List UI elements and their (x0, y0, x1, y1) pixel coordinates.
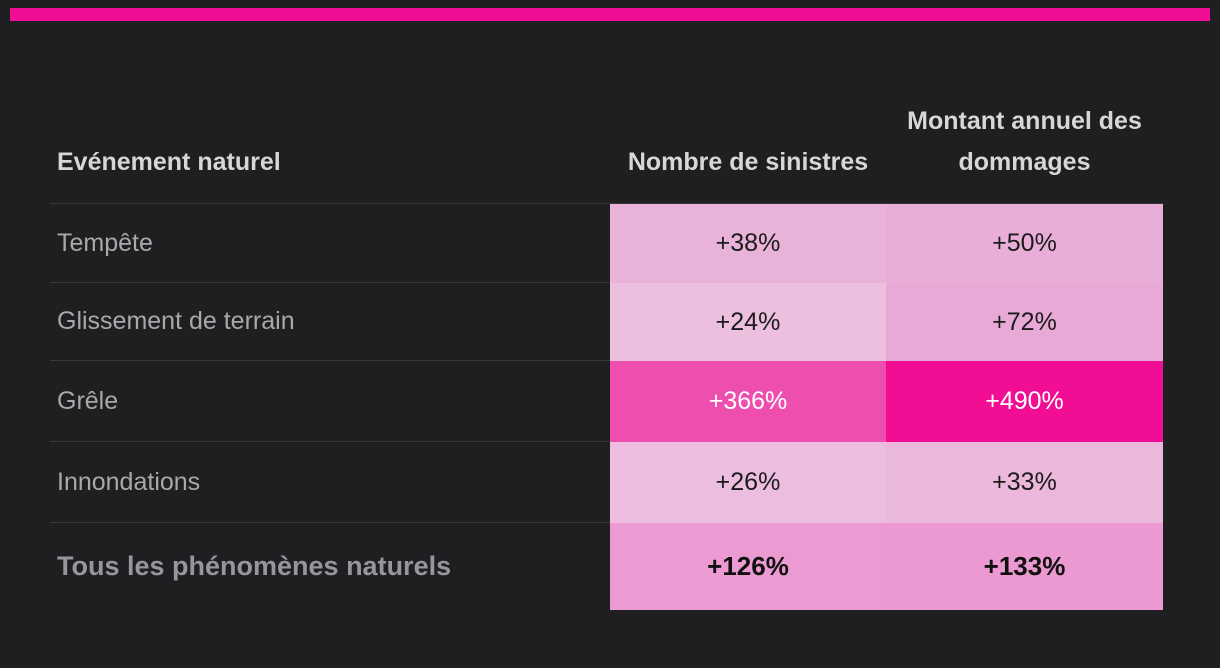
cell-innondations-sinistres: +26% (610, 442, 886, 523)
cell-innondations-dommages: +33% (886, 442, 1163, 523)
cell-total-dommages: +133% (886, 523, 1163, 610)
cell-tempete-sinistres: +38% (610, 204, 886, 283)
cell-total-sinistres: +126% (610, 523, 886, 610)
cell-grele-sinistres: +366% (610, 361, 886, 442)
row-label-grele: Grêle (50, 361, 610, 442)
row-label-glissement: Glissement de terrain (50, 283, 610, 361)
accent-bar (10, 8, 1210, 21)
cell-grele-dommages: +490% (886, 361, 1163, 442)
column-header-sinistres: Nombre de sinistres (610, 40, 886, 204)
row-label-innondations: Innondations (50, 442, 610, 523)
column-header-event: Evénement naturel (50, 40, 610, 204)
row-label-tempete: Tempête (50, 204, 610, 283)
cell-glissement-sinistres: +24% (610, 283, 886, 361)
stats-table: Evénement naturel Nombre de sinistres Mo… (50, 40, 1163, 610)
cell-glissement-dommages: +72% (886, 283, 1163, 361)
row-label-total: Tous les phénomènes naturels (57, 551, 452, 581)
column-header-dommages: Montant annuel des dommages (886, 40, 1163, 204)
cell-tempete-dommages: +50% (886, 204, 1163, 283)
